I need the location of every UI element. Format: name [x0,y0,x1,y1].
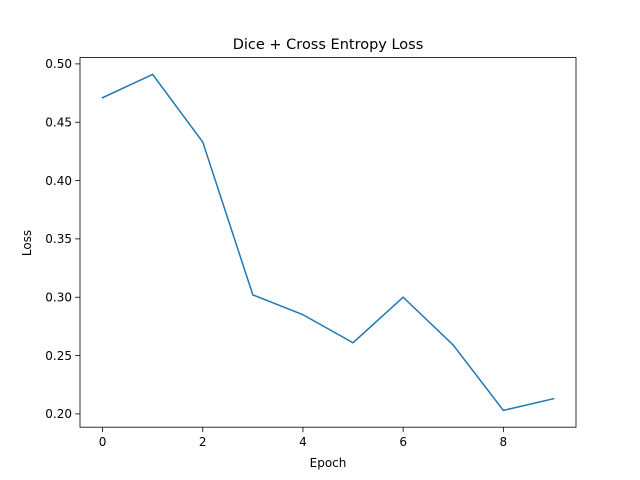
x-tick-label: 6 [399,435,407,449]
data-point [402,296,404,298]
data-point [302,313,304,316]
chart-title: Dice + Cross Entropy Loss [233,37,424,53]
y-tick-label: 0.35 [45,232,72,246]
data-point [101,96,104,99]
y-axis-ticks: 0.20 0.25 0.30 0.35 0.40 0.45 0.50 [45,57,80,421]
y-tick-label: 0.45 [45,116,72,130]
x-axis-ticks: 0 2 4 6 8 [99,427,507,449]
y-axis-label: Loss [20,230,34,256]
loss-series-line [101,73,555,412]
data-point [502,409,505,412]
data-point [252,294,254,296]
loss-series-points [101,73,555,412]
y-tick-label: 0.40 [45,174,72,188]
x-tick-label: 2 [199,435,207,449]
data-point [452,344,455,346]
y-tick-label: 0.20 [45,407,72,421]
plot-area [79,57,577,428]
data-point [552,397,555,400]
x-tick-label: 0 [99,435,107,449]
y-tick-label: 0.50 [45,57,72,71]
y-tick-label: 0.30 [45,291,72,305]
y-tick-label: 0.25 [45,349,72,363]
data-point [151,73,154,76]
x-axis-label: Epoch [310,456,347,470]
x-tick-label: 4 [299,435,307,449]
data-point [352,341,354,344]
x-tick-label: 8 [500,435,508,449]
data-point [201,141,204,143]
